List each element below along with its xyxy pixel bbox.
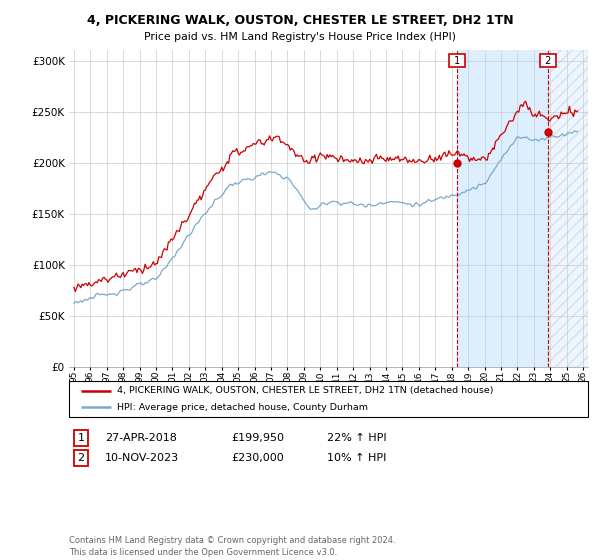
Bar bbox=[548, 50, 588, 367]
Text: 1: 1 bbox=[451, 55, 463, 66]
Text: 27-APR-2018: 27-APR-2018 bbox=[105, 433, 177, 443]
Text: HPI: Average price, detached house, County Durham: HPI: Average price, detached house, Coun… bbox=[117, 403, 368, 412]
Text: 10% ↑ HPI: 10% ↑ HPI bbox=[327, 453, 386, 463]
Text: 4, PICKERING WALK, OUSTON, CHESTER LE STREET, DH2 1TN: 4, PICKERING WALK, OUSTON, CHESTER LE ST… bbox=[86, 14, 514, 27]
Text: 2: 2 bbox=[542, 55, 554, 66]
Bar bbox=[457, 50, 548, 367]
Text: 4, PICKERING WALK, OUSTON, CHESTER LE STREET, DH2 1TN (detached house): 4, PICKERING WALK, OUSTON, CHESTER LE ST… bbox=[117, 386, 493, 395]
Text: 10-NOV-2023: 10-NOV-2023 bbox=[105, 453, 179, 463]
Text: 1: 1 bbox=[77, 433, 85, 443]
Text: £230,000: £230,000 bbox=[231, 453, 284, 463]
Text: Contains HM Land Registry data © Crown copyright and database right 2024.
This d: Contains HM Land Registry data © Crown c… bbox=[69, 536, 395, 557]
Text: 2: 2 bbox=[77, 453, 85, 463]
Text: £199,950: £199,950 bbox=[231, 433, 284, 443]
Text: Price paid vs. HM Land Registry's House Price Index (HPI): Price paid vs. HM Land Registry's House … bbox=[144, 32, 456, 43]
Text: 22% ↑ HPI: 22% ↑ HPI bbox=[327, 433, 386, 443]
